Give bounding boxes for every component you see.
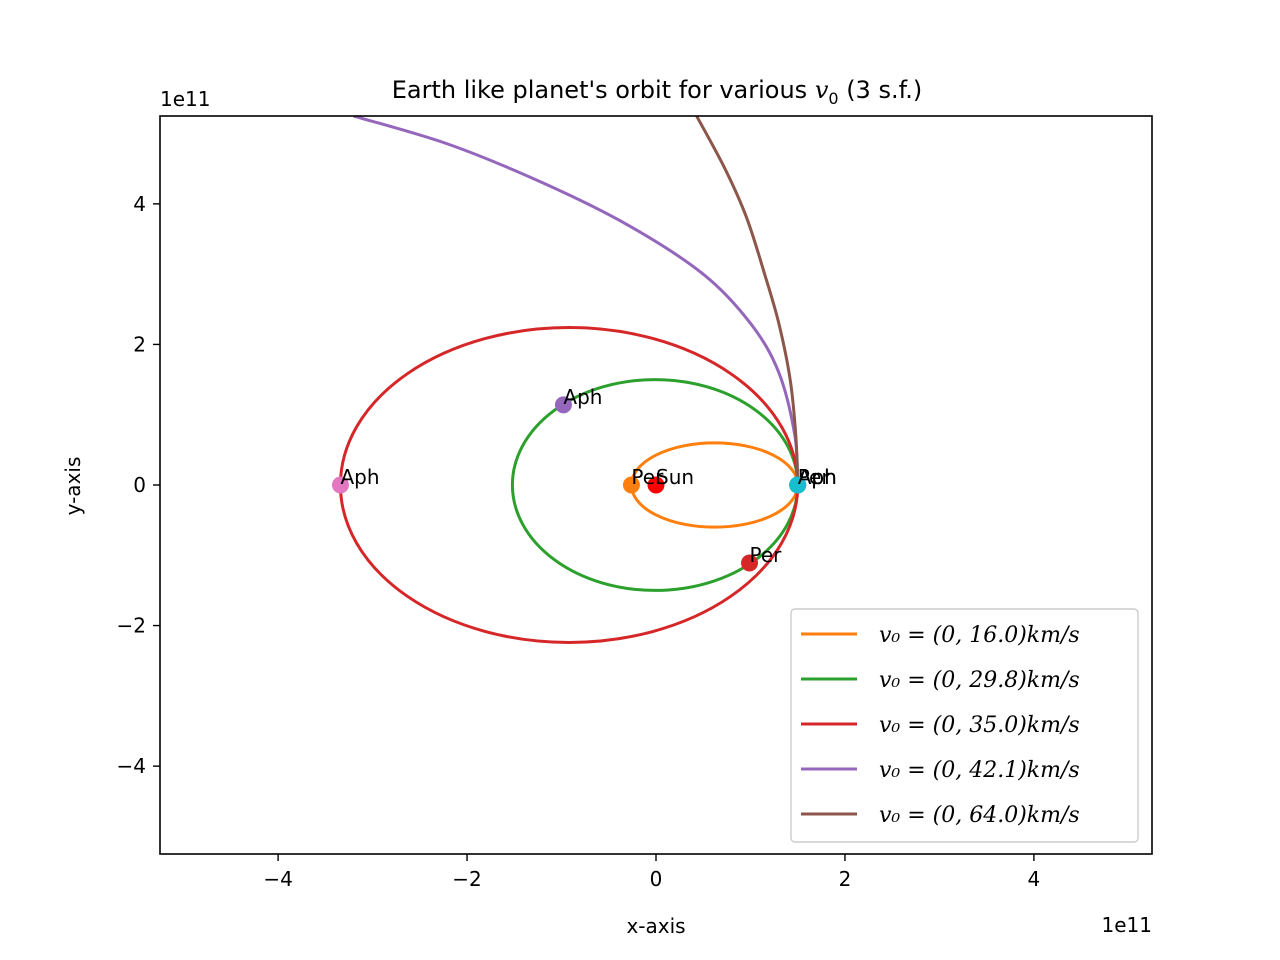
chart-title-main: Earth like planet's orbit for various xyxy=(392,76,815,104)
chart-title-v: v xyxy=(815,76,829,104)
point-marker-aph xyxy=(331,476,349,494)
point-label-aph: Aph xyxy=(798,465,837,489)
y-tick-label: 4 xyxy=(133,192,146,216)
plot-frame xyxy=(159,115,1153,855)
point-label-per: Per xyxy=(750,543,783,567)
point-marker-per xyxy=(741,554,759,572)
point-label-aph: Aph xyxy=(563,385,602,409)
orbit-series-3 xyxy=(353,116,800,486)
chart-title: Earth like planet's orbit for various v0… xyxy=(392,76,923,108)
point-label-aph: Aph xyxy=(340,465,379,489)
legend: v₀ = (0, 16.0)km/s v₀ = (0, 29.8)km/s v₀ =… xyxy=(790,608,1139,843)
legend-label: v₀ = (0, 35.0)km/s xyxy=(879,713,1080,738)
orbit-series-4 xyxy=(695,116,800,486)
legend-label: v₀ = (0, 64.0)km/s xyxy=(879,803,1080,828)
x-tick-label: 0 xyxy=(650,867,663,891)
point-label-sun: Sun xyxy=(656,465,694,489)
point-marker-per xyxy=(622,476,640,494)
y-offset-label: 1e11 xyxy=(160,87,210,111)
x-offset-label: 1e11 xyxy=(1102,913,1152,937)
y-tick-label: 2 xyxy=(133,332,146,356)
chart-title-sub: 0 xyxy=(828,89,838,108)
axis-ticks: −4 −2 0 2 4 −4 −2 0 2 4 xyxy=(117,192,1041,891)
legend-label: v₀ = (0, 29.8)km/s xyxy=(879,668,1080,693)
y-tick-label: −4 xyxy=(117,754,146,778)
x-tick-label: 4 xyxy=(1028,867,1041,891)
legend-label: v₀ = (0, 16.0)km/s xyxy=(879,623,1080,648)
y-axis-title: y-axis xyxy=(61,457,85,516)
point-marker-aph xyxy=(789,476,807,494)
x-tick-label: −4 xyxy=(263,867,292,891)
point-marker-aph xyxy=(554,396,572,414)
x-tick-label: 2 xyxy=(839,867,852,891)
x-tick-label: −2 xyxy=(452,867,481,891)
chart-title-tail: (3 s.f.) xyxy=(839,76,923,104)
point-marker-sun xyxy=(647,476,665,494)
y-tick-label: −2 xyxy=(117,614,146,638)
point-label-per: Per xyxy=(631,465,664,489)
legend-box xyxy=(790,608,1139,843)
legend-label: v₀ = (0, 42.1)km/s xyxy=(879,758,1080,783)
y-tick-label: 0 xyxy=(133,473,146,497)
x-axis-title: x-axis xyxy=(626,914,685,938)
